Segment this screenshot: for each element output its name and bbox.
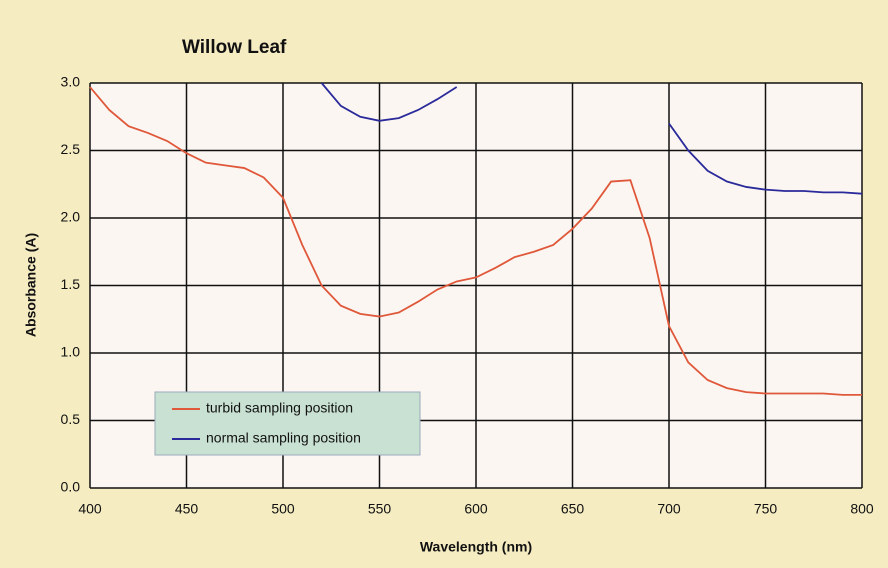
legend-box <box>154 391 421 456</box>
y-tick-label: 2.5 <box>61 141 81 157</box>
x-tick-label: 700 <box>657 501 681 517</box>
x-tick-label: 750 <box>754 501 778 517</box>
x-tick-label: 600 <box>464 501 488 517</box>
x-axis-label: Wavelength (nm) <box>420 539 532 555</box>
y-tick-label: 2.0 <box>61 209 81 225</box>
x-tick-label: 550 <box>368 501 392 517</box>
data-line <box>89 86 862 396</box>
legend-label: normal sampling position <box>206 430 361 446</box>
legend-label: turbid sampling position <box>206 400 353 416</box>
y-tick-label: 1.5 <box>61 276 81 292</box>
y-axis-label: Absorbance (A) <box>23 233 39 337</box>
data-line <box>320 82 863 195</box>
y-tick-label: 1.0 <box>61 344 81 360</box>
chart-title: Willow Leaf <box>182 37 287 58</box>
y-tick-label: 0.0 <box>61 479 81 495</box>
x-tick-label: 650 <box>561 501 585 517</box>
x-tick-label: 500 <box>271 501 295 517</box>
x-tick-label: 450 <box>175 501 199 517</box>
x-tick-label: 800 <box>850 501 874 517</box>
y-tick-label: 3.0 <box>61 74 81 90</box>
y-tick-label: 0.5 <box>61 411 81 427</box>
x-tick-label: 400 <box>78 501 102 517</box>
